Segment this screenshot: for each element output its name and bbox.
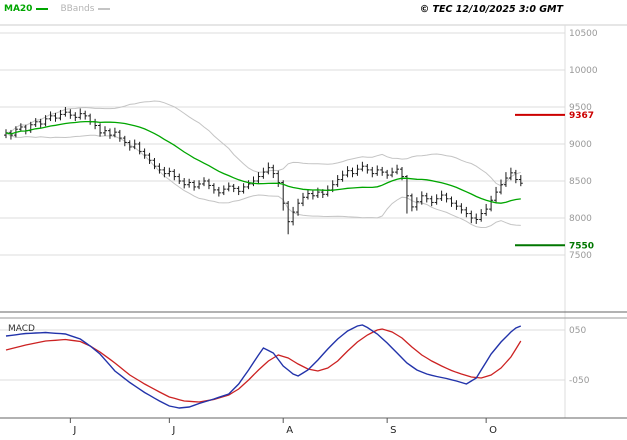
macd-panel-label: MACD	[8, 324, 35, 334]
price-axis-label: 7500	[569, 251, 592, 261]
ma20-legend-item: MA20	[4, 4, 49, 14]
bollinger-bands-layer	[5, 100, 521, 229]
month-axis-label: O	[489, 425, 497, 436]
support-level-label: 7550	[569, 241, 594, 251]
indicator-legend: MA20 BBands	[4, 4, 111, 14]
macd-axis-label: 050	[569, 326, 586, 336]
month-axis-label: A	[286, 425, 293, 436]
gridlines-layer: 10500 10000 9500 9000 8500 8000 7500 050 -050	[0, 24, 627, 419]
resistance-level-label: 9367	[569, 111, 594, 121]
chart-header: MA20 BBands © TEC 12/10/2025 3:0 GMT	[0, 0, 627, 24]
bbands-legend-label: BBands	[60, 4, 95, 14]
month-axis-label: S	[390, 425, 396, 436]
ma20-line	[5, 120, 521, 204]
copyright-timestamp: © TEC 12/10/2025 3:0 GMT	[419, 4, 563, 15]
macd-layer: MACD	[5, 324, 522, 409]
ma20-legend-label: MA20	[4, 4, 33, 14]
price-axis-label: 8500	[569, 177, 592, 187]
month-axis-label: J	[72, 425, 76, 436]
price-axis-label: 10500	[569, 29, 598, 39]
level-markers-layer: 9367 7550	[515, 111, 594, 251]
price-axis-label: 9000	[569, 140, 592, 150]
bbands-line-swatch-icon	[98, 8, 111, 10]
price-axis-label: 10000	[569, 66, 598, 76]
bbands-legend-item: BBands	[60, 4, 111, 14]
macd-axis-label: -050	[569, 376, 590, 386]
candles-layer	[4, 107, 523, 235]
price-axis-label: 9500	[569, 103, 592, 113]
bollinger-lower-line	[5, 132, 521, 229]
month-axis-label: J	[171, 425, 175, 436]
price-axis-label: 8000	[569, 214, 592, 224]
macd-signal-line	[5, 328, 522, 403]
ma20-line-swatch-icon	[36, 8, 49, 10]
macd-main-line	[5, 324, 522, 409]
